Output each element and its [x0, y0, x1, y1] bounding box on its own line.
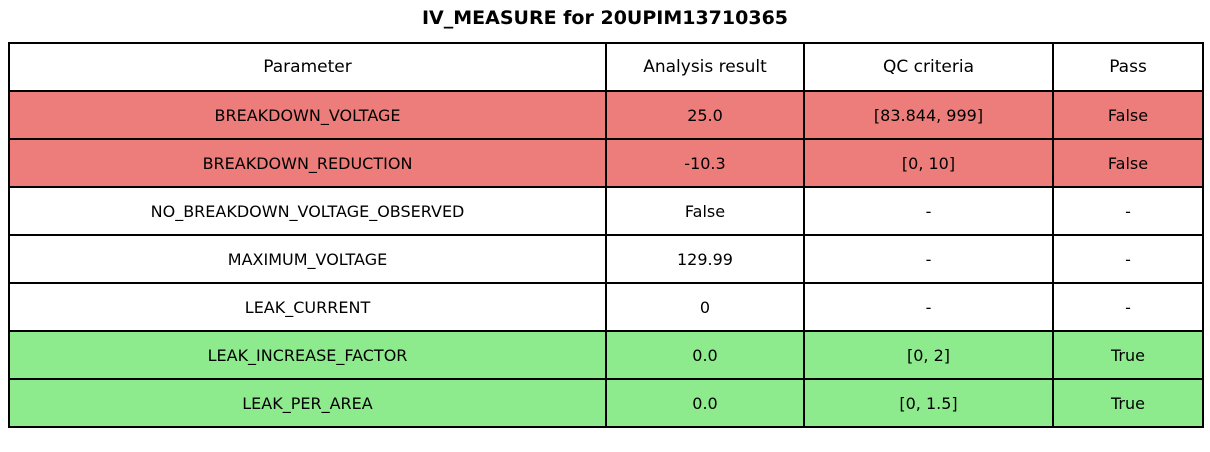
result-cell: 129.99: [605, 234, 805, 284]
pass-cell: True: [1052, 330, 1204, 380]
criteria-cell: -: [803, 186, 1054, 236]
parameter-cell: BREAKDOWN_REDUCTION: [8, 138, 607, 188]
pass-cell: -: [1052, 234, 1204, 284]
result-cell: 0.0: [605, 378, 805, 428]
table-row: LEAK_CURRENT 0 - -: [8, 282, 1204, 332]
table-row: MAXIMUM_VOLTAGE 129.99 - -: [8, 234, 1204, 284]
result-cell: -10.3: [605, 138, 805, 188]
table-row: BREAKDOWN_VOLTAGE 25.0 [83.844, 999] Fal…: [8, 90, 1204, 140]
result-cell: 25.0: [605, 90, 805, 140]
result-cell: 0.0: [605, 330, 805, 380]
column-header-analysis-result: Analysis result: [605, 42, 805, 92]
pass-cell: -: [1052, 282, 1204, 332]
column-header-parameter: Parameter: [8, 42, 607, 92]
parameter-cell: BREAKDOWN_VOLTAGE: [8, 90, 607, 140]
criteria-cell: [0, 1.5]: [803, 378, 1054, 428]
table-row: LEAK_PER_AREA 0.0 [0, 1.5] True: [8, 378, 1204, 428]
criteria-cell: -: [803, 234, 1054, 284]
result-cell: 0: [605, 282, 805, 332]
parameter-cell: MAXIMUM_VOLTAGE: [8, 234, 607, 284]
pass-cell: -: [1052, 186, 1204, 236]
table-row: BREAKDOWN_REDUCTION -10.3 [0, 10] False: [8, 138, 1204, 188]
table-row: NO_BREAKDOWN_VOLTAGE_OBSERVED False - -: [8, 186, 1204, 236]
criteria-cell: [0, 2]: [803, 330, 1054, 380]
column-header-qc-criteria: QC criteria: [803, 42, 1054, 92]
parameter-cell: NO_BREAKDOWN_VOLTAGE_OBSERVED: [8, 186, 607, 236]
criteria-cell: [83.844, 999]: [803, 90, 1054, 140]
qc-results-table: Parameter Analysis result QC criteria Pa…: [8, 42, 1204, 428]
parameter-cell: LEAK_INCREASE_FACTOR: [8, 330, 607, 380]
parameter-cell: LEAK_CURRENT: [8, 282, 607, 332]
pass-cell: False: [1052, 138, 1204, 188]
result-cell: False: [605, 186, 805, 236]
criteria-cell: [0, 10]: [803, 138, 1054, 188]
table-row: LEAK_INCREASE_FACTOR 0.0 [0, 2] True: [8, 330, 1204, 380]
parameter-cell: LEAK_PER_AREA: [8, 378, 607, 428]
column-header-pass: Pass: [1052, 42, 1204, 92]
page-title: IV_MEASURE for 20UPIM13710365: [421, 7, 789, 29]
table-header-row: Parameter Analysis result QC criteria Pa…: [8, 42, 1204, 92]
pass-cell: False: [1052, 90, 1204, 140]
pass-cell: True: [1052, 378, 1204, 428]
criteria-cell: -: [803, 282, 1054, 332]
